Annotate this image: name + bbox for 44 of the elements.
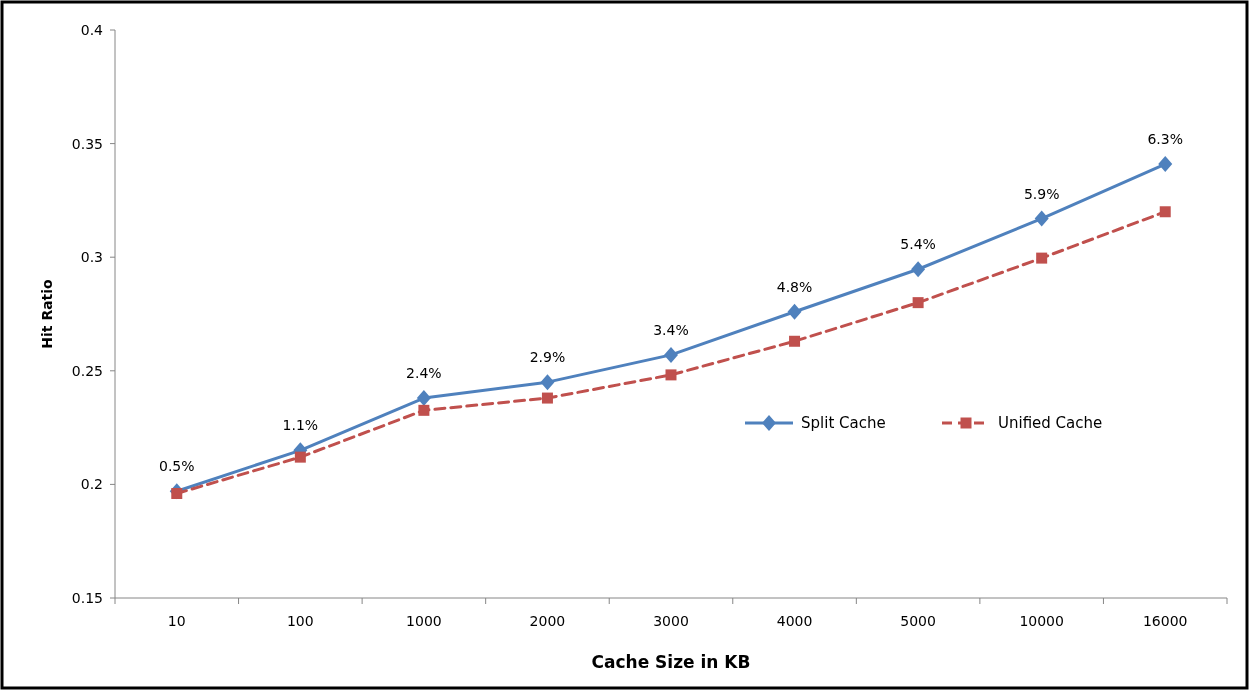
x-tick-label: 16000 (1142, 613, 1188, 629)
point (787, 303, 802, 320)
x-tick-label: 2000 (529, 613, 566, 629)
point (416, 390, 431, 407)
annotation: 5.9% (1023, 185, 1060, 202)
x-axis-title: Cache Size in KB (591, 652, 751, 672)
annotation: 5.4% (900, 236, 936, 253)
point (1036, 252, 1048, 264)
y-axis-title: Hit Ratio (39, 278, 55, 349)
point (1159, 206, 1171, 218)
y-tick-label: 0.25 (71, 362, 103, 379)
x-tick-label: 10 (167, 613, 186, 629)
point (171, 487, 183, 499)
annotation: 0.5% (158, 458, 195, 475)
x-tick-label: 10000 (1019, 613, 1064, 629)
y-tick-label: 0.4 (80, 21, 104, 38)
point (541, 392, 553, 404)
point (789, 335, 801, 347)
point (294, 451, 306, 463)
y-tick-label: 0.15 (71, 589, 103, 606)
legend-label: Unified Cache (998, 414, 1103, 433)
annotation: 2.4% (406, 365, 442, 382)
point (540, 374, 555, 391)
annotation: 6.3% (1147, 131, 1184, 148)
y-tick-label: 0.35 (71, 135, 103, 152)
annotation: 3.4% (653, 321, 689, 338)
annotation: 4.8% (776, 278, 813, 295)
x-tick-label: 1000 (406, 613, 442, 629)
x-tick-label: 3000 (653, 613, 689, 629)
point (418, 404, 430, 416)
y-tick-label: 0.2 (80, 476, 103, 493)
point (912, 297, 924, 309)
legend-label: Split Cache (801, 414, 886, 433)
x-tick-label: 4000 (776, 613, 813, 629)
point (664, 346, 678, 363)
point (911, 261, 926, 278)
point (665, 369, 677, 381)
annotation: 2.9% (529, 349, 566, 366)
point (1158, 156, 1173, 173)
x-tick-label: 100 (286, 613, 314, 629)
annotation: 1.1% (282, 417, 319, 434)
y-tick-label: 0.3 (80, 249, 103, 266)
x-tick-label: 5000 (900, 613, 936, 629)
point (1034, 210, 1049, 227)
